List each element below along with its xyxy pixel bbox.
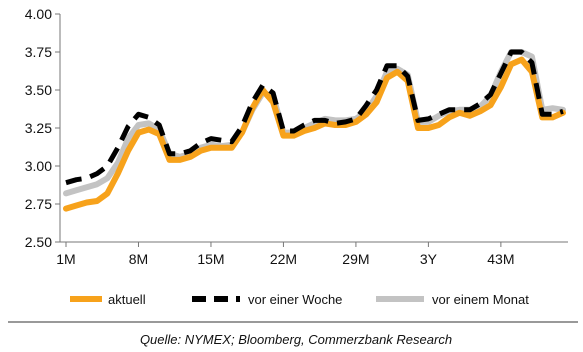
- y-tick-label: 4.00: [25, 6, 52, 22]
- legend-label-vor-einem-monat: vor einem Monat: [432, 292, 529, 307]
- source-note: Quelle: NYMEX; Bloomberg, Commerzbank Re…: [140, 332, 452, 347]
- y-axis-ticks: 2.50 2.75 3.00 3.25 3.50 3.75 4.00: [25, 6, 60, 250]
- legend: aktuell vor einer Woche vor einem Monat: [70, 292, 529, 307]
- x-tick-label: 8M: [129, 251, 148, 267]
- series-layer: [63, 49, 566, 212]
- x-tick-label: 22M: [270, 251, 297, 267]
- x-axis-ticks: 1M 8M 15M 22M 29M 3Y 43M: [56, 242, 514, 267]
- plot-area: 2.50 2.75 3.00 3.25 3.50 3.75 4.00 1M 8M 15M 22M 2…: [25, 6, 568, 267]
- y-tick-label: 3.25: [25, 120, 52, 136]
- x-tick-label: 15M: [197, 251, 224, 267]
- x-tick-label: 43M: [487, 251, 514, 267]
- legend-label-aktuell: aktuell: [108, 292, 146, 307]
- x-tick-label: 3Y: [420, 251, 438, 267]
- y-tick-label: 2.75: [25, 196, 52, 212]
- y-tick-label: 3.50: [25, 82, 52, 98]
- x-tick-label: 1M: [56, 251, 75, 267]
- y-tick-label: 3.75: [25, 44, 52, 60]
- series-line-vor-einer-woche: [65, 49, 564, 186]
- y-tick-label: 2.50: [25, 234, 52, 250]
- legend-label-vor-einer-woche: vor einer Woche: [248, 292, 342, 307]
- x-tick-label: 29M: [342, 251, 369, 267]
- series-line-aktuell: [63, 56, 566, 212]
- y-tick-label: 3.00: [25, 158, 52, 174]
- series-line-vor-einem-monat: [63, 49, 566, 197]
